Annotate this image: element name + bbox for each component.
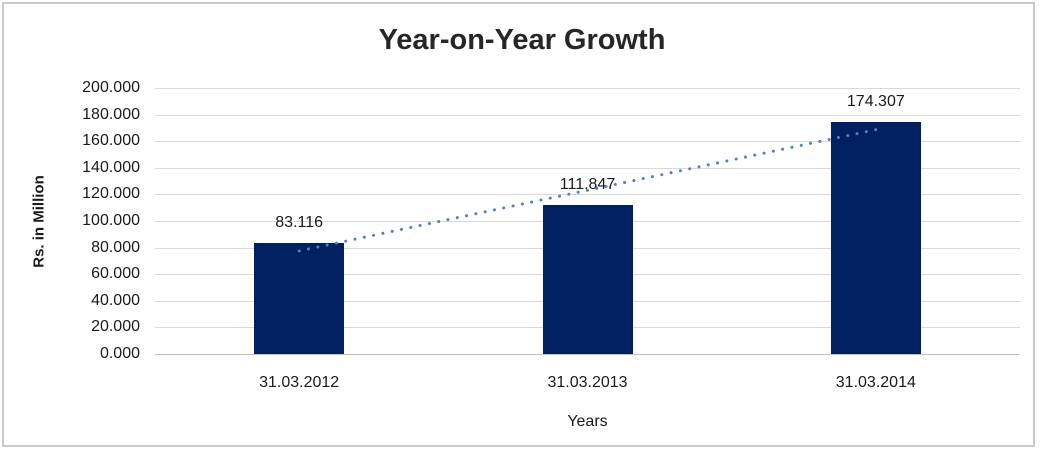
x-axis-line: [155, 354, 1020, 355]
y-tick-label: 40.000: [91, 292, 140, 309]
y-tick-label: 200.000: [82, 79, 140, 96]
bar: [830, 122, 921, 354]
x-category-label: 31.03.2014: [835, 374, 916, 391]
y-tick-label: 160.000: [82, 132, 140, 149]
y-tick-label: 140.000: [82, 159, 140, 176]
x-category-label: 31.03.2012: [259, 374, 340, 391]
y-tick-label: 120.000: [82, 185, 140, 202]
y-tick-label: 20.000: [91, 318, 140, 335]
bar-value-label: 111.847: [559, 176, 616, 194]
gridline: [155, 141, 1020, 142]
y-tick-label: 60.000: [91, 265, 140, 282]
gridline: [155, 88, 1020, 89]
gridline: [155, 115, 1020, 116]
x-axis-title: Years: [567, 413, 608, 430]
gridline: [155, 168, 1020, 169]
bar-value-label: 83.116: [275, 214, 324, 232]
y-tick-label: 0.000: [99, 345, 140, 362]
bar: [542, 205, 633, 354]
y-tick-label: 100.000: [82, 212, 140, 229]
x-category-label: 31.03.2013: [547, 374, 628, 391]
gridline: [155, 194, 1020, 195]
chart-title: Year-on-Year Growth: [378, 24, 666, 56]
y-tick-label: 80.000: [91, 239, 140, 256]
y-tick-label: 180.000: [82, 106, 140, 123]
bar: [254, 243, 345, 354]
bar-value-label: 174.307: [846, 93, 905, 111]
